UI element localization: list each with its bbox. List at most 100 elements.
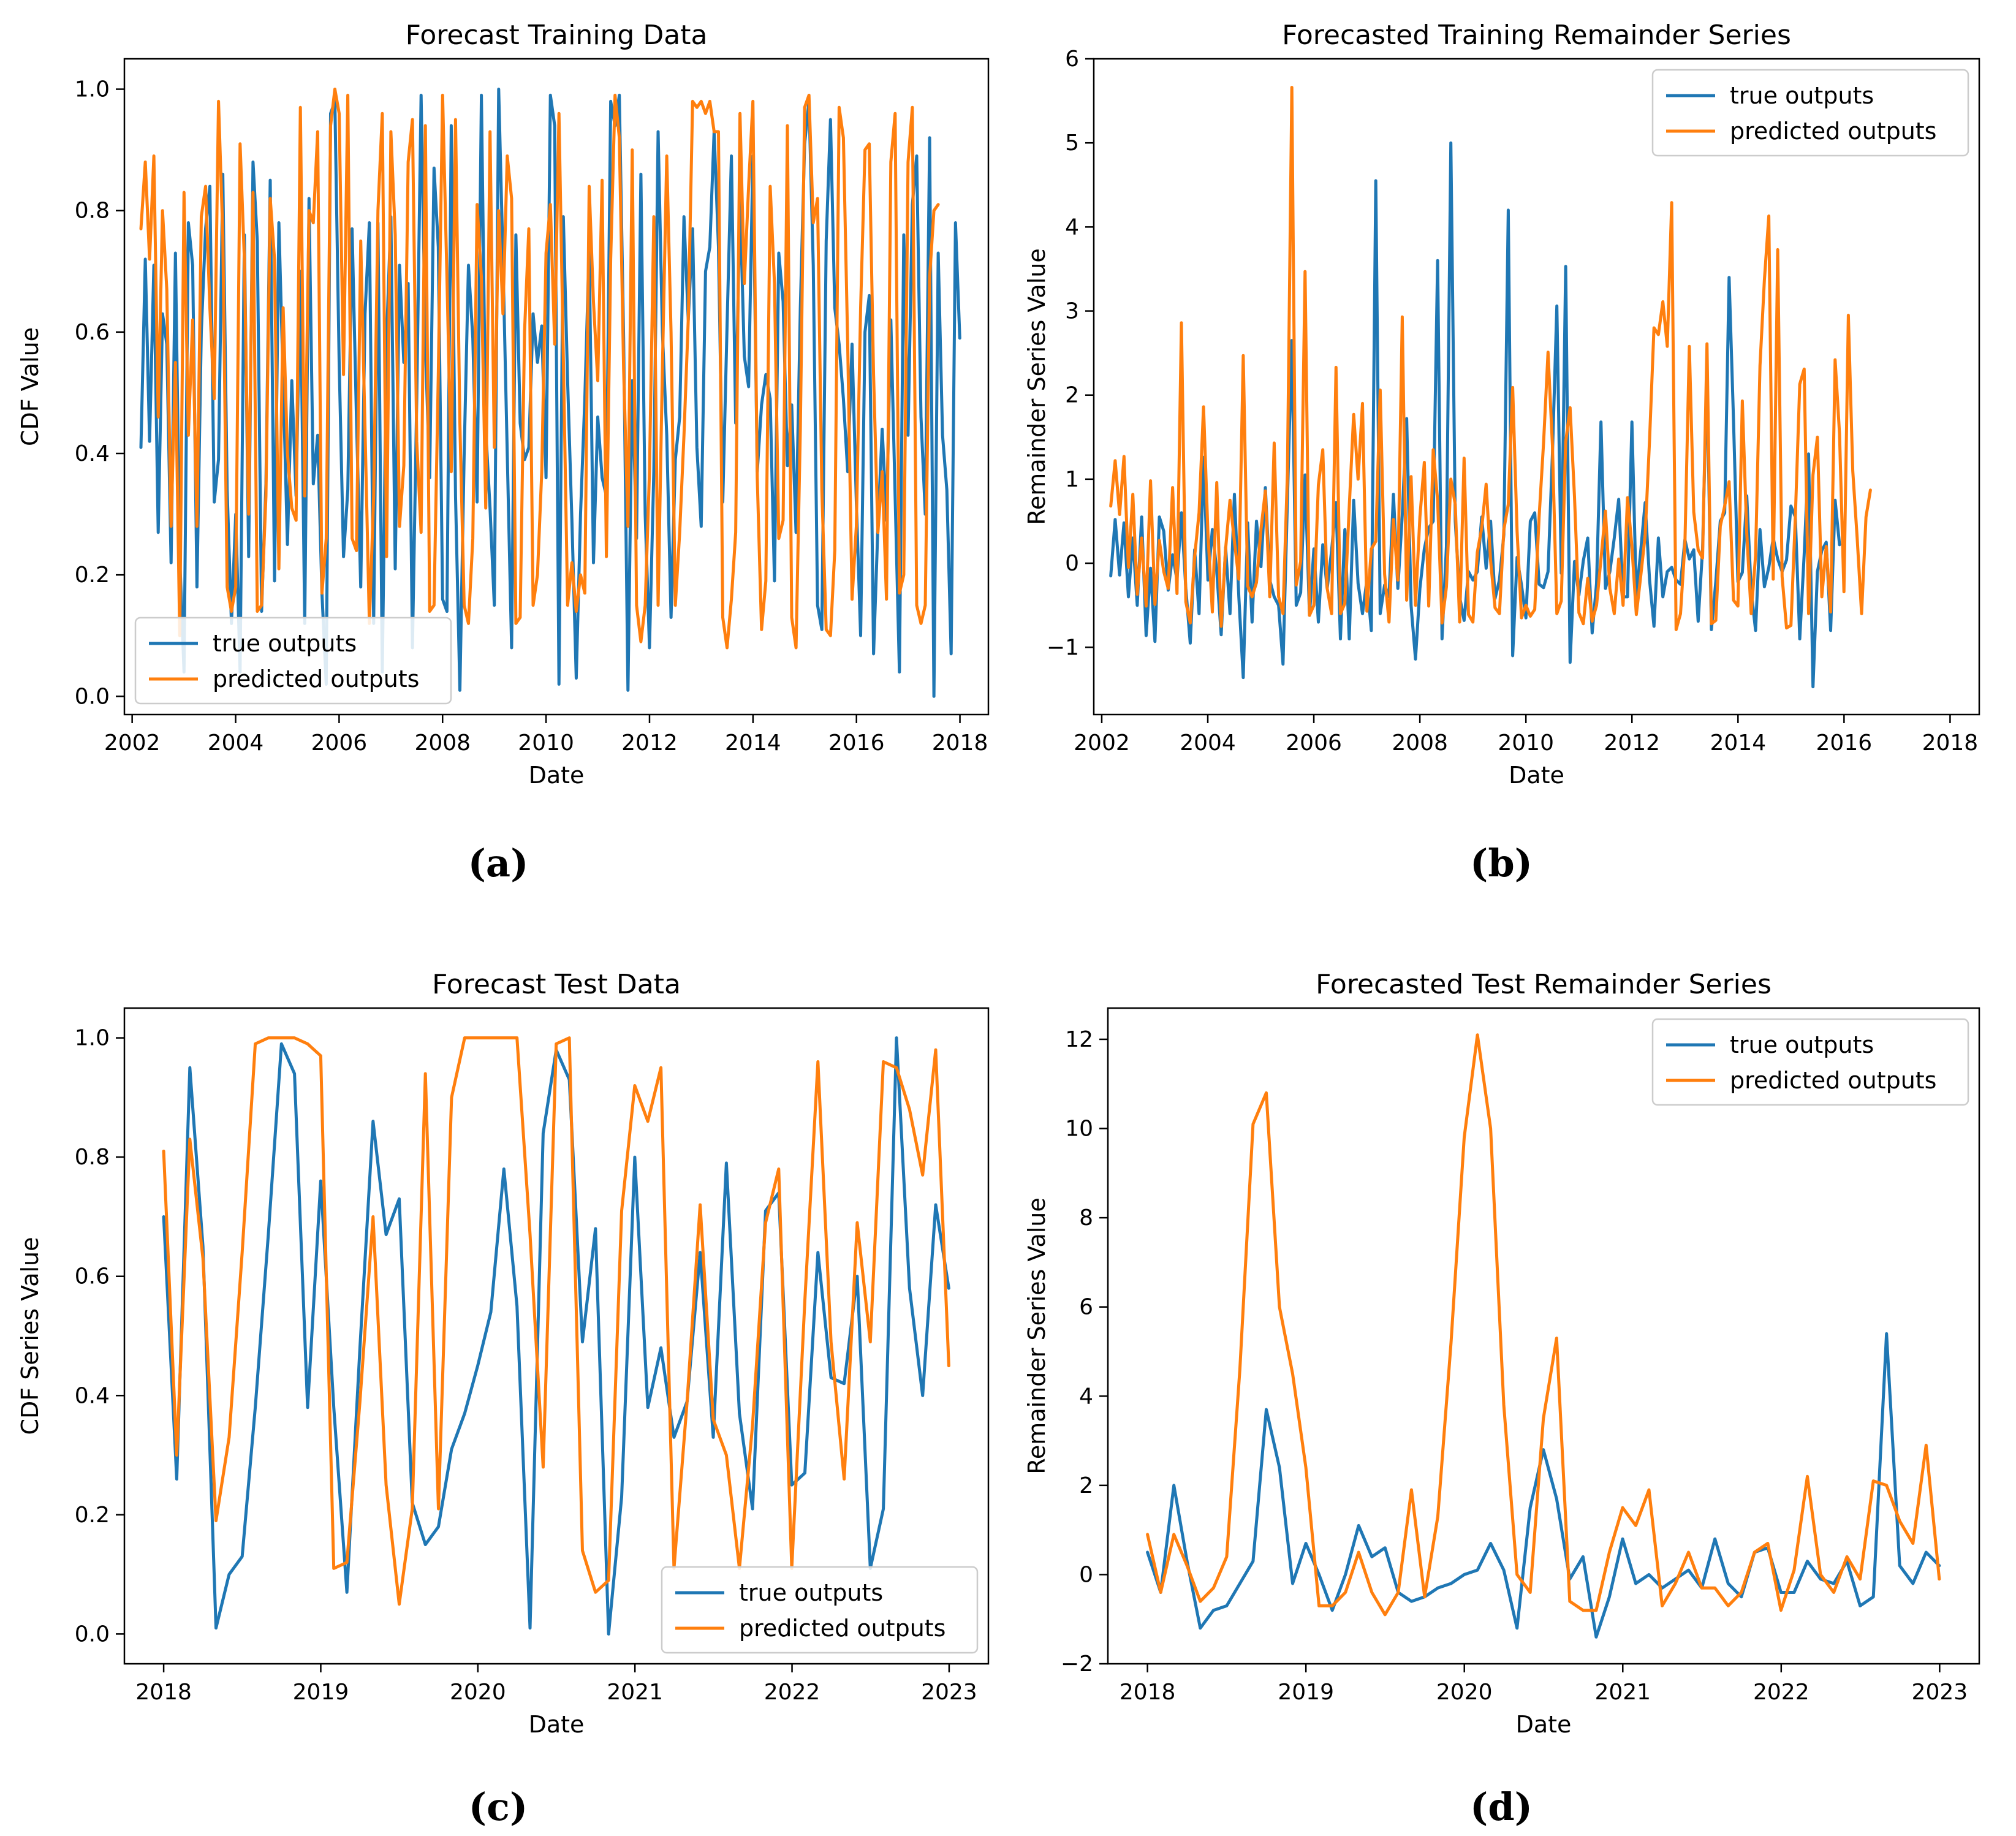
y-tick-label: 0.6 [75, 320, 110, 345]
y-tick-label: 0.8 [75, 199, 110, 224]
y-tick-label: 12 [1065, 1027, 1093, 1052]
panel-d: 2018 2019 2020 2021 2022 2023 −2 0 2 4 6 8 10 12 Forec… [1023, 969, 1980, 1829]
y-tick-label: 2 [1079, 1473, 1093, 1498]
legend-entry: predicted outputs [213, 666, 419, 692]
x-tick-label: 2022 [764, 1680, 820, 1705]
x-tick-label: 2014 [725, 730, 781, 756]
plot-frame [123, 58, 990, 716]
legend-entry: predicted outputs [1730, 118, 1936, 145]
x-axis-label: Date [1509, 762, 1564, 789]
x-tick-label: 2018 [1120, 1680, 1176, 1705]
x-tick-label: 2021 [607, 1680, 663, 1705]
legend-box [1651, 69, 1969, 157]
y-tick-label: 0.4 [75, 1383, 110, 1408]
chart-title: Forecasted Training Remainder Series [1282, 20, 1791, 51]
x-tick-label: 2020 [1436, 1680, 1493, 1705]
y-tick-label: 0.0 [75, 1622, 110, 1647]
plot-frame [1107, 1007, 1980, 1665]
x-axis-label: Date [529, 762, 585, 789]
y-tick-label: 4 [1065, 214, 1079, 240]
chart-title: Forecasted Test Remainder Series [1316, 969, 1772, 1000]
x-tick-label: 2012 [621, 730, 678, 756]
legend-entry: true outputs [1730, 1031, 1874, 1058]
x-axis-label: Date [1516, 1711, 1572, 1738]
x-tick-label: 2019 [293, 1680, 349, 1705]
legend: true outputs predicted outputs [1651, 69, 1969, 157]
panel-label: (d) [1470, 1785, 1533, 1829]
legend: true outputs predicted outputs [134, 616, 452, 705]
panel-b: 2002 2004 2006 2008 2010 2012 2014 2016 2018 −1 0 1… [1023, 20, 1980, 886]
y-tick-label: 5 [1065, 131, 1079, 156]
x-tick-label: 2023 [1912, 1680, 1968, 1705]
x-tick-label: 2004 [208, 730, 264, 756]
x-tick-label: 2006 [1286, 730, 1342, 756]
x-tick-label: 2016 [828, 730, 885, 756]
panel-label: (c) [469, 1785, 528, 1829]
x-tick-label: 2023 [921, 1680, 977, 1705]
series-line-predicted-outputs [1109, 86, 1872, 631]
legend-box [134, 616, 452, 705]
series-line-predicted-outputs [1146, 1033, 1941, 1617]
y-tick-label: 6 [1079, 1295, 1093, 1320]
y-tick-label: 2 [1065, 383, 1079, 408]
y-tick-label: −1 [1047, 635, 1079, 660]
y-tick-label: 8 [1079, 1205, 1093, 1231]
panel-label: (a) [468, 841, 529, 886]
legend-box [661, 1566, 979, 1654]
legend-entry: predicted outputs [739, 1615, 945, 1642]
series-line-true-outputs [1146, 1332, 1941, 1639]
x-tick-label: 2018 [135, 1680, 192, 1705]
legend-entry: true outputs [1730, 82, 1874, 109]
x-tick-label: 2010 [518, 730, 574, 756]
y-tick-label: 0 [1065, 551, 1079, 576]
y-tick-label: 10 [1065, 1117, 1093, 1142]
x-tick-label: 2018 [932, 730, 988, 756]
y-tick-label: 0.6 [75, 1264, 110, 1289]
y-axis-label: Remainder Series Value [1023, 1197, 1050, 1474]
panel-label: (b) [1470, 841, 1533, 886]
series-line-predicted-outputs [139, 88, 940, 650]
y-axis-label: CDF Series Value [17, 1237, 44, 1435]
x-tick-label: 2012 [1604, 730, 1660, 756]
legend: true outputs predicted outputs [661, 1566, 979, 1654]
y-tick-label: −2 [1061, 1652, 1093, 1677]
x-tick-label: 2016 [1816, 730, 1873, 756]
x-tick-label: 2008 [1392, 730, 1448, 756]
x-tick-label: 2018 [1922, 730, 1979, 756]
y-tick-label: 0.2 [75, 1503, 110, 1528]
x-tick-label: 2010 [1498, 730, 1554, 756]
x-tick-label: 2021 [1594, 1680, 1651, 1705]
x-tick-label: 2020 [450, 1680, 506, 1705]
y-tick-label: 6 [1065, 47, 1079, 72]
y-tick-label: 1 [1065, 467, 1079, 492]
legend-entry: true outputs [213, 630, 357, 657]
legend-entry: true outputs [739, 1579, 883, 1606]
y-tick-label: 1.0 [75, 1026, 110, 1051]
y-axis-label: Remainder Series Value [1023, 248, 1050, 525]
y-axis-label: CDF Value [17, 327, 44, 446]
plot-frame [123, 1007, 990, 1665]
x-tick-label: 2002 [104, 730, 161, 756]
x-tick-label: 2019 [1278, 1680, 1334, 1705]
y-tick-label: 4 [1079, 1384, 1093, 1409]
y-tick-label: 1.0 [75, 77, 110, 102]
x-tick-label: 2002 [1074, 730, 1130, 756]
x-tick-label: 2014 [1710, 730, 1766, 756]
x-tick-label: 2004 [1180, 730, 1236, 756]
y-tick-label: 0.2 [75, 563, 110, 588]
y-tick-label: 3 [1065, 299, 1079, 324]
y-tick-label: 0.8 [75, 1145, 110, 1170]
y-tick-label: 0.4 [75, 441, 110, 466]
y-tick-label: 0.0 [75, 684, 110, 709]
legend-box [1651, 1018, 1969, 1106]
panel-c: 2018 2019 2020 2021 2022 2023 0.0 0.2 0.4 0.6 0.8 1… [17, 969, 990, 1829]
y-tick-label: 0 [1079, 1562, 1093, 1587]
x-axis-label: Date [529, 1711, 585, 1738]
legend: true outputs predicted outputs [1651, 1018, 1969, 1106]
x-tick-label: 2006 [311, 730, 368, 756]
chart-title: Forecast Test Data [432, 969, 681, 1000]
x-tick-label: 2022 [1753, 1680, 1809, 1705]
x-tick-label: 2008 [414, 730, 471, 756]
series-line-predicted-outputs [162, 1036, 950, 1606]
